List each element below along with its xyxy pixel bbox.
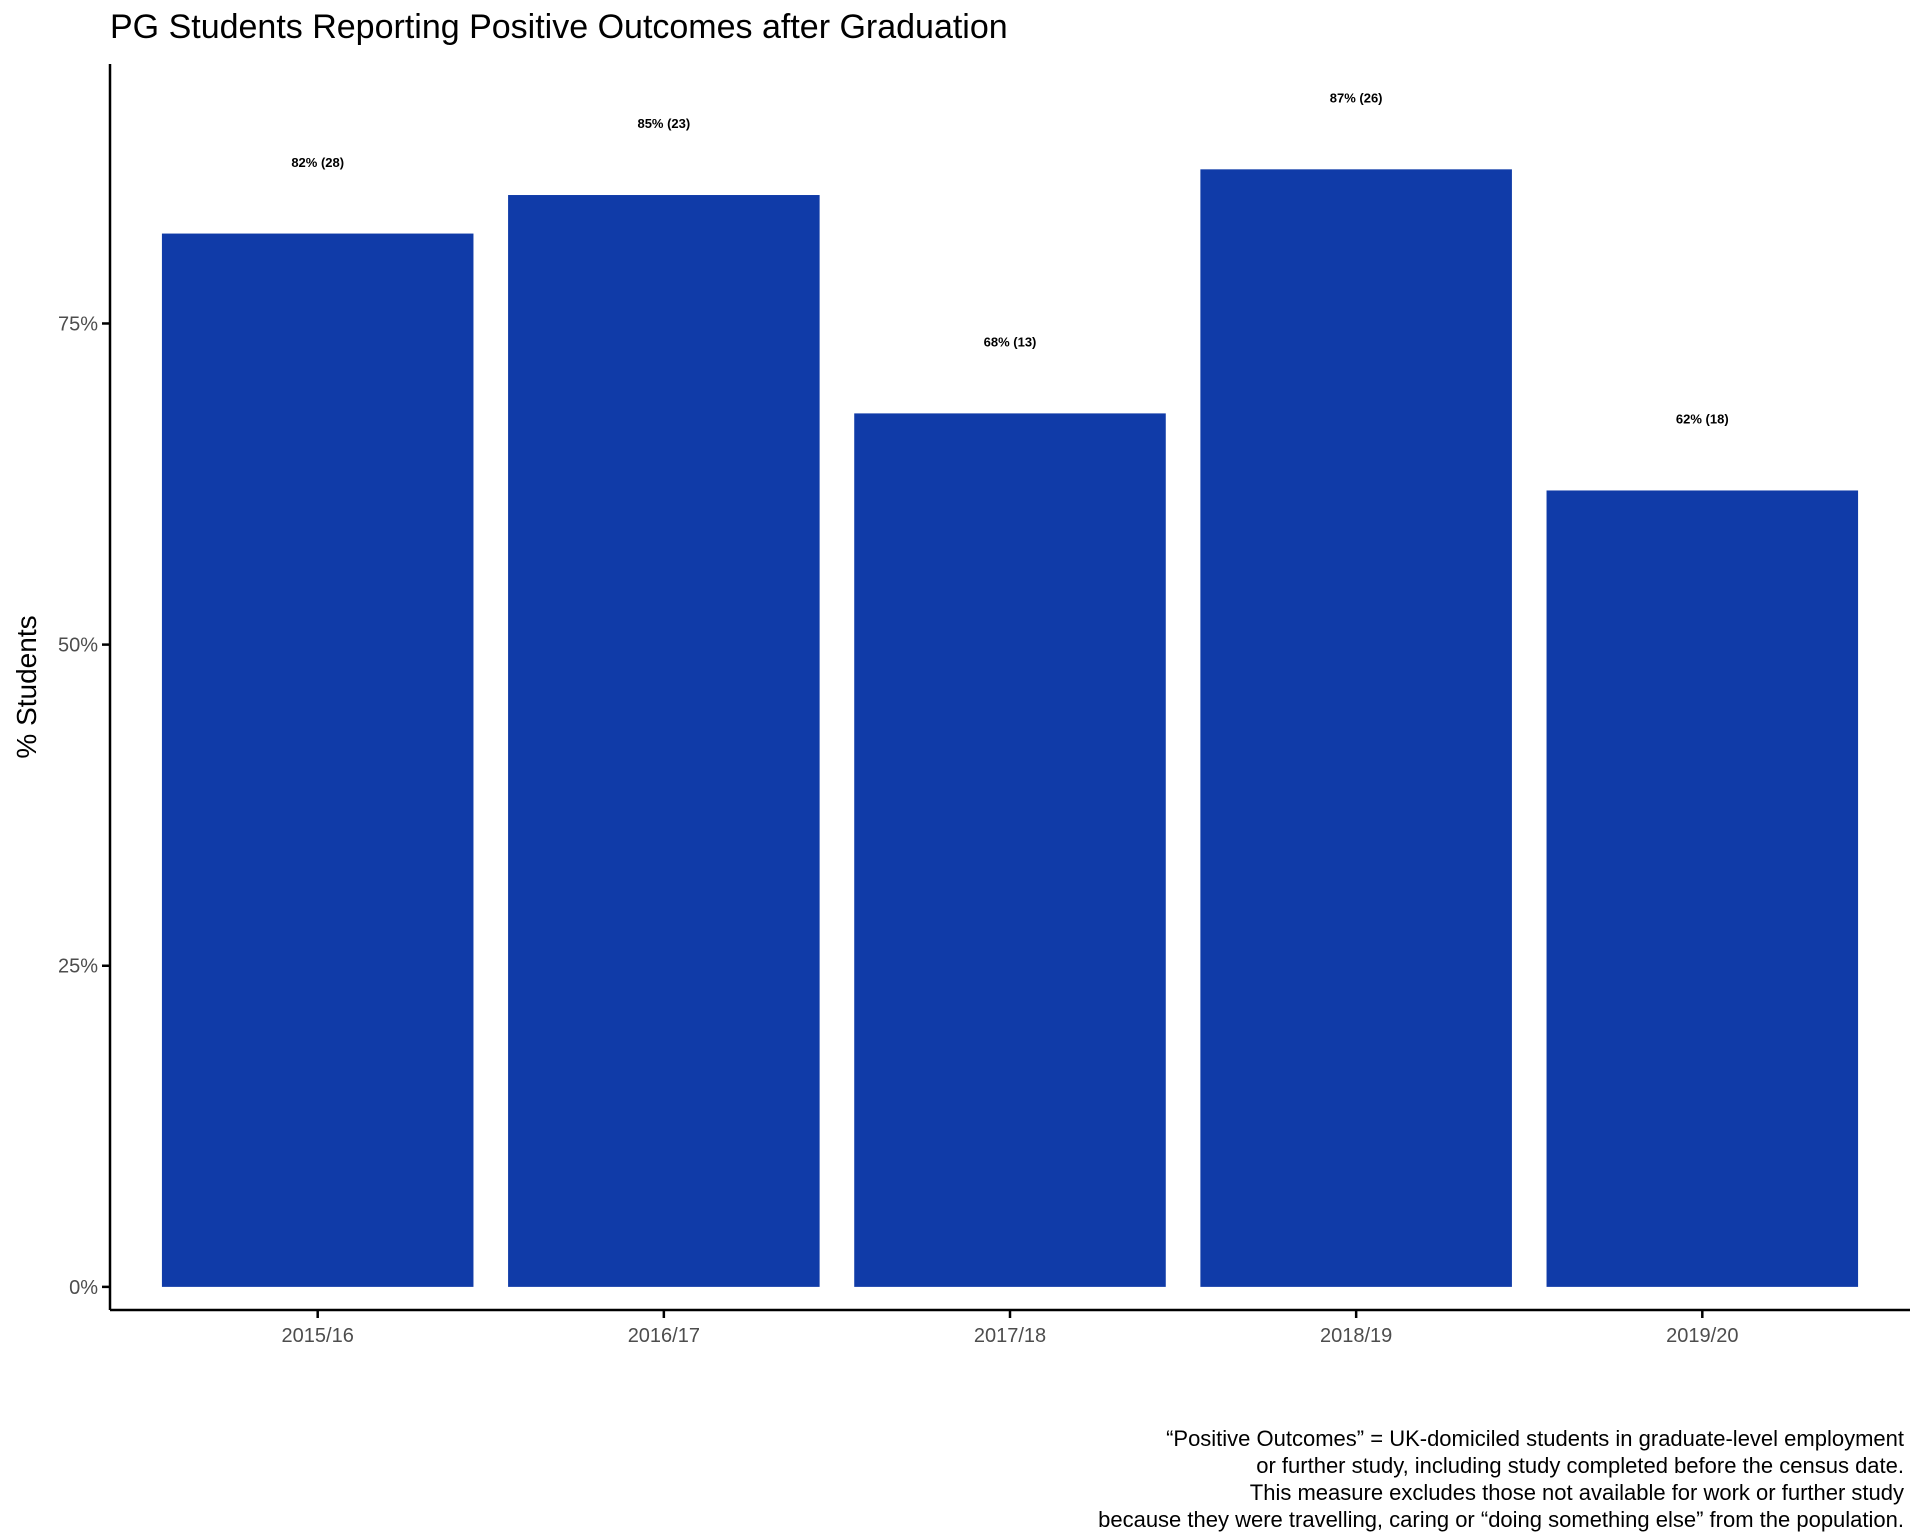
- chart-title: PG Students Reporting Positive Outcomes …: [110, 8, 1008, 46]
- bar-2015-16: [161, 233, 474, 1287]
- x-axis-ticks: 2015/16 2016/17 2017/18 2018/19 2019/20: [282, 1310, 1738, 1347]
- y-axis-ticks: 0% 25% 50% 75%: [58, 313, 110, 1299]
- bars-group: [161, 169, 1859, 1287]
- bar-2019-20: [1546, 490, 1859, 1287]
- y-axis-title: % Students: [11, 615, 42, 758]
- caption-line: because they were travelling, caring or …: [1098, 1507, 1904, 1532]
- chart-caption: “Positive Outcomes” = UK-domiciled stude…: [1098, 1425, 1904, 1533]
- x-tick-label: 2019/20: [1666, 1325, 1738, 1347]
- bar-2016-17: [508, 195, 820, 1287]
- y-tick-label: 0%: [69, 1277, 98, 1299]
- bar-data-label: 85% (23): [637, 116, 690, 131]
- caption-line: or further study, including study comple…: [1256, 1453, 1904, 1478]
- x-tick-label: 2018/19: [1320, 1325, 1392, 1347]
- y-tick-label: 75%: [58, 313, 98, 335]
- bar-2017-18: [854, 413, 1166, 1287]
- y-tick-label: 25%: [58, 956, 98, 978]
- caption-line: This measure excludes those not availabl…: [1249, 1480, 1904, 1505]
- bar-data-label: 82% (28): [291, 155, 344, 170]
- caption-line: “Positive Outcomes” = UK-domiciled stude…: [1166, 1426, 1904, 1451]
- y-tick-label: 50%: [58, 635, 98, 657]
- bar-data-label: 62% (18): [1676, 412, 1729, 427]
- x-tick-label: 2016/17: [628, 1325, 700, 1347]
- bar-data-label: 87% (26): [1330, 91, 1383, 106]
- x-tick-label: 2015/16: [282, 1325, 354, 1347]
- data-labels-group: 82% (28) 85% (23) 68% (13) 87% (26) 62% (18): [291, 91, 1728, 427]
- bar-data-label: 68% (13): [984, 335, 1037, 350]
- x-tick-label: 2017/18: [974, 1325, 1046, 1347]
- bar-2018-19: [1200, 169, 1512, 1287]
